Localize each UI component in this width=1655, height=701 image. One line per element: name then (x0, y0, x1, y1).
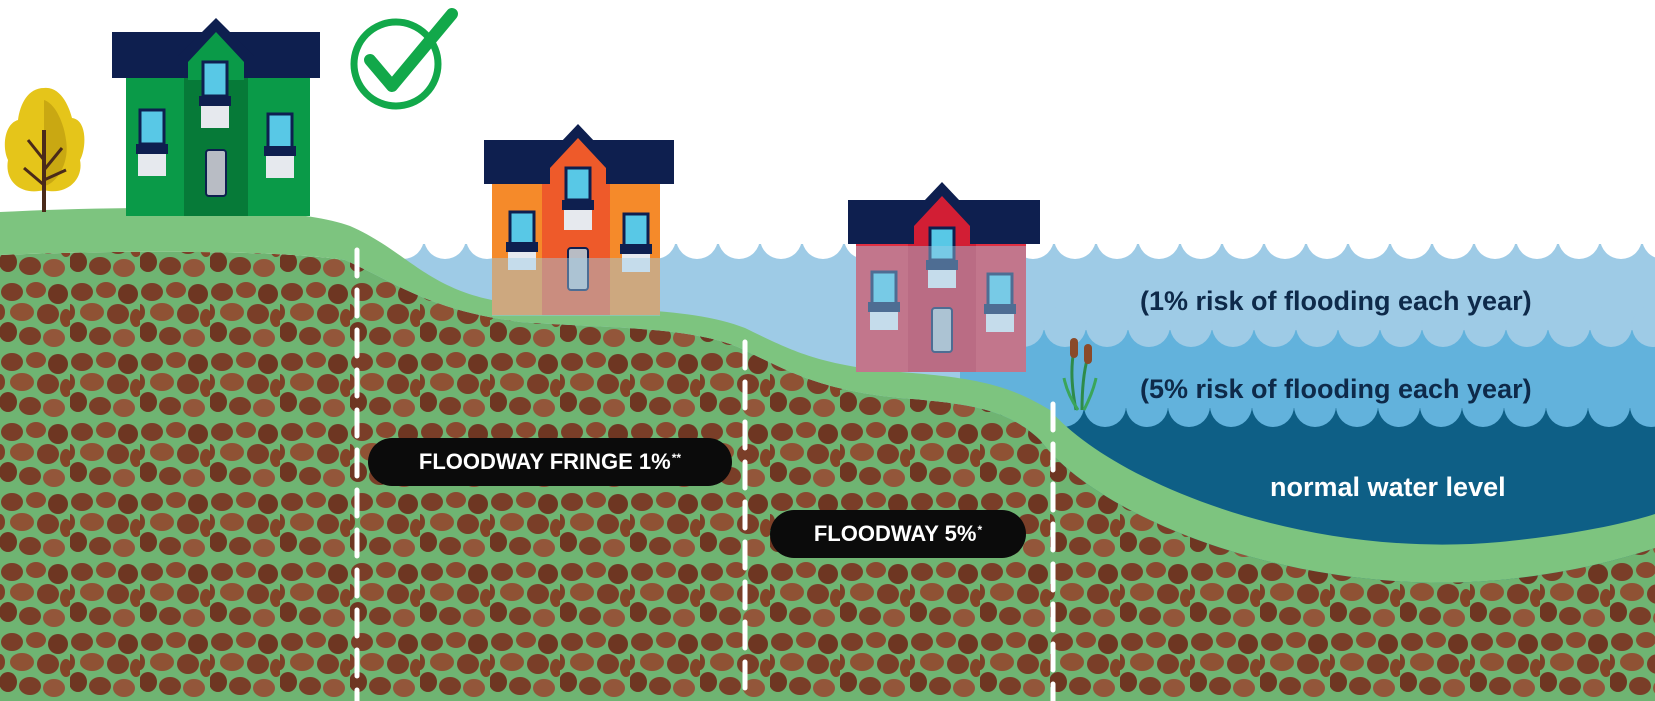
wave-scallop (1170, 305, 1212, 347)
wave-scallop (1506, 305, 1548, 347)
wave-scallop (1084, 385, 1126, 427)
grass-band (0, 207, 1655, 583)
wave-scallop (1222, 217, 1264, 259)
zone-dividers (354, 247, 1056, 701)
wave-scallop (1422, 305, 1464, 347)
wave-scallop (1252, 385, 1294, 427)
wave-scallop (1254, 305, 1296, 347)
wave-scallop (1462, 385, 1504, 427)
wave-scallop (1138, 217, 1180, 259)
wave-scallop (1464, 305, 1506, 347)
wave-scallop (1546, 385, 1588, 427)
floodway-text: FLOODWAY 5% (813, 521, 977, 546)
tree-icon (4, 87, 85, 212)
floodway-house (848, 182, 1040, 372)
wave-scallop (1504, 385, 1546, 427)
wave-scallop (1128, 305, 1170, 347)
wave-scallop (1180, 217, 1222, 259)
wave-scallop (1390, 217, 1432, 259)
wave-scallop (1338, 305, 1380, 347)
soil (0, 251, 1655, 701)
wave-scallop (1474, 217, 1516, 259)
wave-scallop (1296, 305, 1338, 347)
wave-scallop (1264, 217, 1306, 259)
wave-scallop (1378, 385, 1420, 427)
fringe-house (484, 124, 674, 316)
wave-scallop (1432, 217, 1474, 259)
wave-scallop (1126, 385, 1168, 427)
wave-scallop (1548, 305, 1590, 347)
wave-scallop (1086, 305, 1128, 347)
wave-scallop (1210, 385, 1252, 427)
wave-scallop (1348, 217, 1390, 259)
risk-1pct-label: (1% risk of flooding each year) (1140, 286, 1532, 316)
cattail-icon (1062, 338, 1098, 411)
floodway-fringe-text: FLOODWAY FRINGE 1% (418, 449, 671, 474)
wave-scallop (718, 217, 760, 259)
wave-scallop (760, 217, 802, 259)
wave-scallop (1306, 217, 1348, 259)
wave-scallop (1054, 217, 1096, 259)
wave-scallop (1168, 385, 1210, 427)
wave-scallop (1558, 217, 1600, 259)
wave-scallop (1212, 305, 1254, 347)
wave-scallop (424, 217, 466, 259)
checkmark-icon (350, 8, 458, 110)
wave-scallop (1336, 385, 1378, 427)
wave-scallop (382, 217, 424, 259)
wave-scallop (1294, 385, 1336, 427)
normal-water-level-label: normal water level (1270, 472, 1506, 502)
wave-scallop (1590, 305, 1632, 347)
safe-house (112, 18, 320, 216)
wave-scallop (1630, 385, 1655, 427)
wave-scallop (1516, 217, 1558, 259)
wave-scallop (1096, 217, 1138, 259)
wave-scallop (676, 217, 718, 259)
floodway-label: FLOODWAY 5% * (770, 510, 1026, 558)
wave-scallop (1420, 385, 1462, 427)
floodway-fringe-footnote-mark: ** (671, 451, 682, 465)
wave-scallop (1642, 218, 1655, 258)
wave-scallop (802, 217, 844, 259)
wave-scallop (1380, 305, 1422, 347)
wave-scallop (1588, 385, 1630, 427)
wave-scallop (1632, 305, 1655, 347)
floodway-footnote-mark: * (977, 523, 983, 537)
wave-scallop (1600, 217, 1642, 259)
wave-scallop (1044, 305, 1086, 347)
floodway-fringe-label: FLOODWAY FRINGE 1% ** (368, 438, 732, 486)
risk-5pct-label: (5% risk of flooding each year) (1140, 374, 1532, 404)
